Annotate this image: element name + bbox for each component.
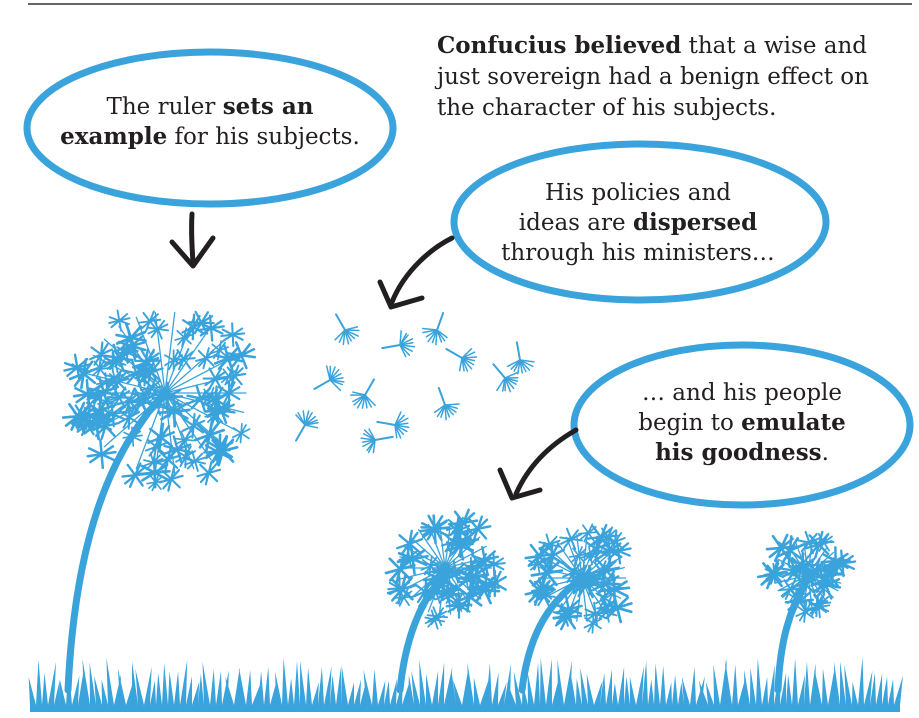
bubble-ruler-text: The ruler sets an example for his subjec…	[30, 92, 390, 152]
intro-line1-rest: that a wise and	[681, 33, 867, 59]
floating-seed	[381, 330, 416, 358]
intro-line3: the character of his subjects.	[437, 95, 777, 121]
dandelion-head-mid-right	[521, 519, 638, 636]
floret	[220, 361, 249, 391]
floret	[118, 457, 152, 493]
floating-seed	[313, 365, 345, 392]
bubble-people-outline	[570, 341, 914, 509]
dandelion-head-small	[754, 526, 861, 624]
seed-spoke	[444, 545, 487, 569]
intro-text: Confucius believed that a wise and just …	[437, 30, 877, 124]
bubble-ministers-text: His policies and ideas are dispersed thr…	[468, 178, 808, 268]
arrow-down-ruler	[169, 211, 216, 269]
bubble-ruler-outline	[23, 48, 397, 208]
intro-line2: just sovereign had a benign effect on	[437, 64, 869, 90]
bubble-people-pre: begin to	[638, 410, 742, 436]
bubble-ruler-pre: The ruler	[106, 94, 223, 120]
intro-bold: Confucius believed	[437, 32, 682, 59]
seed-spoke	[164, 338, 227, 394]
floret	[231, 422, 251, 444]
floating-seed	[433, 387, 460, 421]
floating-seed	[506, 341, 535, 375]
arrow-people-to-dandelions	[497, 427, 579, 501]
bubble-people-post: .	[821, 440, 829, 466]
floret	[216, 319, 249, 351]
bubble-ministers-line3: through his ministers…	[501, 240, 775, 266]
seed-spoke	[164, 392, 238, 432]
bubble-people-bold2: his goodness	[655, 439, 822, 466]
bubble-ruler-post: for his subjects.	[167, 124, 360, 150]
bubble-people-text: … and his people begin to emulate his go…	[592, 378, 892, 468]
dandelion-head-mid-left	[382, 504, 510, 634]
seed-spoke	[164, 311, 176, 394]
arrow-ministers-to-seeds	[377, 235, 455, 310]
stem-mid-left	[396, 571, 449, 694]
bubble-ministers-bold: dispersed	[632, 209, 758, 236]
bubble-ruler-bold1: sets an	[222, 93, 314, 120]
bubble-people-bold1: emulate	[741, 409, 846, 436]
floating-seed	[376, 411, 410, 439]
bubble-people-line1: … and his people	[641, 380, 843, 406]
drifting-seeds	[295, 312, 535, 454]
floating-seed	[421, 312, 448, 346]
floating-seed	[334, 313, 360, 346]
floating-seed	[360, 428, 394, 454]
floating-seed	[295, 410, 319, 442]
dandelion-head-large	[58, 305, 261, 495]
grass-strip	[28, 657, 904, 712]
bubble-ministers-pre: ideas are	[518, 210, 633, 236]
floating-seed	[349, 378, 376, 409]
bubble-ministers-outline	[450, 140, 830, 304]
floating-seed	[445, 348, 478, 372]
bubble-ruler-bold2: example	[60, 123, 168, 150]
grass-blades	[28, 657, 904, 712]
bubble-ministers-line1: His policies and	[544, 180, 732, 206]
floating-seed	[492, 363, 519, 393]
stem-large	[64, 389, 169, 694]
